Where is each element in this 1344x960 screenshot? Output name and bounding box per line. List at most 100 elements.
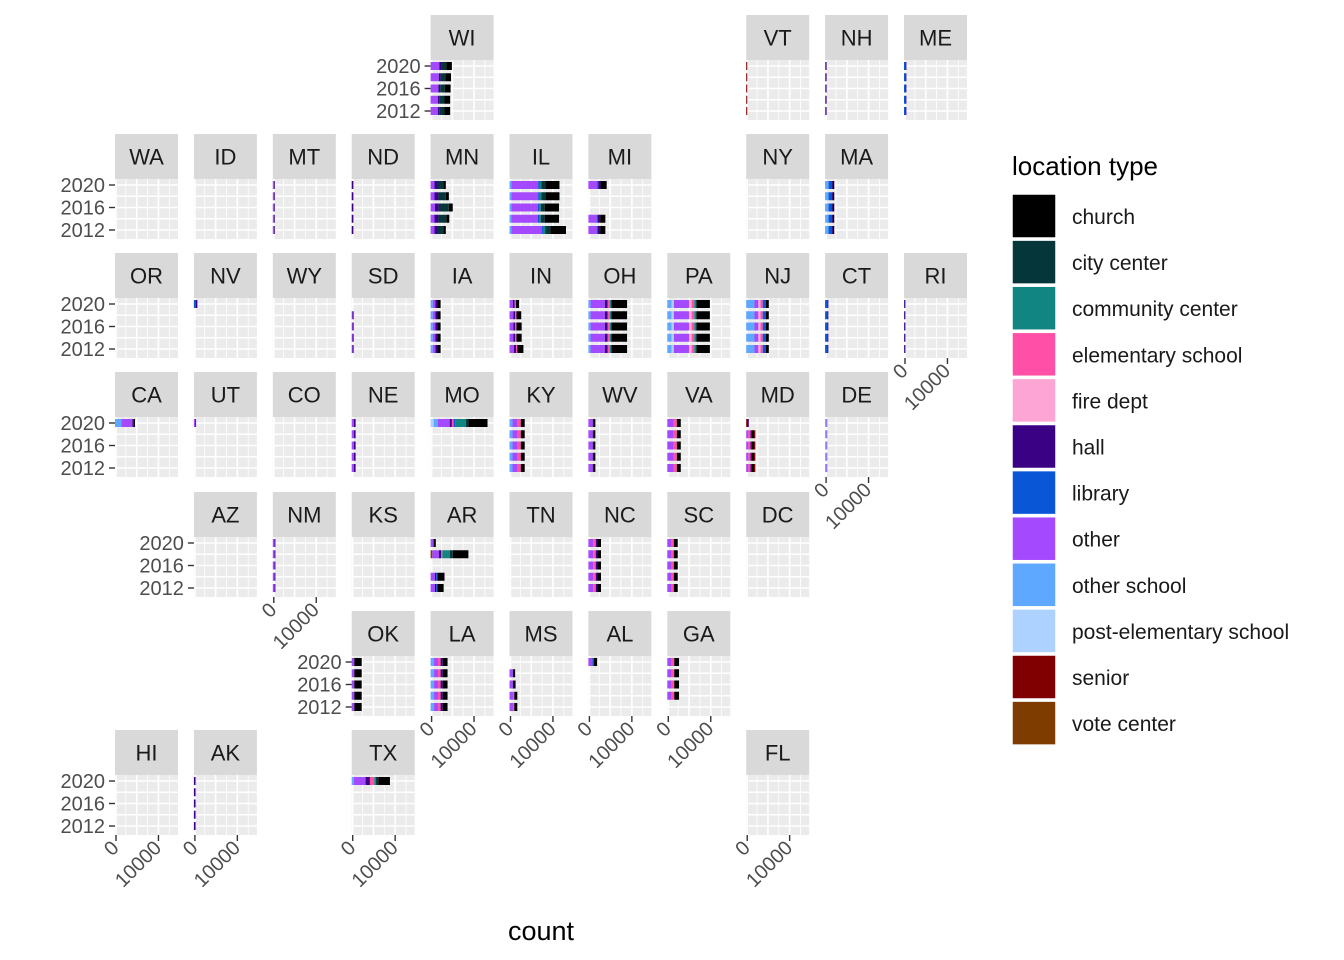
x-tick-label: 0: [258, 599, 281, 622]
bar-segment: [592, 419, 595, 427]
facet-strip: [193, 134, 257, 179]
x-tick-label: 10000: [821, 479, 876, 534]
x-tick-label: 10000: [506, 718, 561, 773]
facet-strip: [351, 134, 415, 179]
bar-segment: [430, 311, 433, 320]
bar-segment: [353, 226, 354, 234]
bar-segment: [746, 419, 748, 427]
bar-segment: [430, 203, 435, 212]
bar-segment: [673, 550, 678, 559]
bar-segment: [545, 181, 560, 189]
facet-strip-label: MN: [445, 145, 479, 170]
x-tick-label: 10000: [742, 837, 797, 892]
bar-segment: [674, 658, 680, 666]
bar-segment: [451, 419, 454, 427]
x-tick-label: 0: [100, 837, 123, 860]
bar-segment: [597, 226, 601, 234]
bar-segment: [667, 669, 672, 678]
bar-segment: [430, 322, 433, 331]
bar-segment: [512, 300, 515, 308]
facet-strip-label: RI: [925, 264, 947, 289]
legend-key: [1011, 377, 1057, 424]
bar-segment: [594, 430, 596, 439]
bar-segment: [594, 658, 598, 666]
bar-segment: [351, 430, 354, 439]
bar-segment: [592, 452, 595, 461]
bar-segment: [542, 226, 546, 234]
bar-segment: [831, 203, 833, 212]
bar-segment: [673, 345, 690, 353]
bar-segment: [437, 691, 441, 700]
bar-segment: [351, 658, 355, 666]
bar-segment: [673, 539, 678, 547]
bar-segment: [667, 441, 674, 450]
bar-segment: [509, 419, 513, 427]
bar-segment: [667, 452, 674, 461]
bar-segment: [351, 680, 355, 689]
bar-segment: [689, 300, 692, 308]
bar-segment: [520, 464, 525, 472]
bar-segment: [696, 300, 710, 308]
bar-segment: [754, 430, 756, 439]
bar-segment: [673, 333, 690, 342]
bar-segment: [512, 680, 516, 689]
bar-segment: [671, 300, 674, 308]
bar-segment: [435, 345, 438, 353]
bar-segment: [604, 333, 608, 342]
bar-segment: [273, 181, 275, 189]
bar-segment: [588, 226, 597, 234]
bar-segment: [351, 226, 354, 234]
bar-segment: [674, 669, 680, 678]
bar-segment: [758, 322, 761, 331]
bar-segment: [825, 95, 827, 104]
bar-segment: [540, 214, 545, 223]
bar-segment: [746, 300, 755, 308]
bar-segment: [430, 181, 435, 189]
legend-label: church: [1072, 206, 1135, 229]
bar-segment: [600, 214, 606, 223]
bar-segment: [758, 311, 761, 320]
bar-segment: [667, 345, 672, 353]
facet-strip: [746, 372, 810, 417]
bar-segment: [750, 441, 752, 450]
bar-segment: [588, 658, 593, 666]
bar-segment: [513, 322, 516, 331]
bar-segment: [607, 333, 610, 342]
bar-segment: [826, 419, 828, 427]
bar-segment: [832, 226, 835, 234]
bar-segment: [440, 703, 443, 711]
bar-segment: [509, 311, 514, 320]
bar-segment: [509, 441, 513, 450]
bar-segment: [754, 464, 756, 472]
bar-segment: [750, 464, 752, 472]
bar-segment: [673, 561, 678, 570]
bar-segment: [827, 333, 829, 342]
bar-segment: [825, 203, 829, 212]
legend-key: [1011, 423, 1057, 470]
bar-segment: [746, 345, 755, 353]
bar-segment: [545, 192, 560, 201]
bar-segment: [667, 419, 674, 427]
bar-segment: [544, 203, 560, 212]
bar-segment: [353, 441, 356, 450]
bar-segment: [509, 703, 513, 711]
bar-segment: [590, 300, 605, 308]
legend-label: hall: [1072, 437, 1105, 460]
bar-segment: [609, 311, 612, 320]
facet-strip-label: WA: [129, 145, 164, 170]
bar-segment: [438, 84, 441, 93]
bar-segment: [760, 322, 763, 331]
bar-segment: [825, 452, 827, 461]
y-tick-label: 2016: [376, 79, 421, 101]
bar-segment: [195, 419, 197, 427]
bar-segment: [272, 539, 275, 547]
bar-segment: [673, 572, 678, 581]
facet-strip-label: TN: [526, 503, 555, 528]
bar-segment: [512, 452, 518, 461]
bar-segment: [437, 658, 441, 666]
facet-strip: [193, 492, 257, 537]
facet-strip-label: CA: [131, 383, 162, 408]
facet-strip: [430, 15, 494, 60]
bar-segment: [667, 322, 672, 331]
bar-segment: [274, 561, 276, 570]
